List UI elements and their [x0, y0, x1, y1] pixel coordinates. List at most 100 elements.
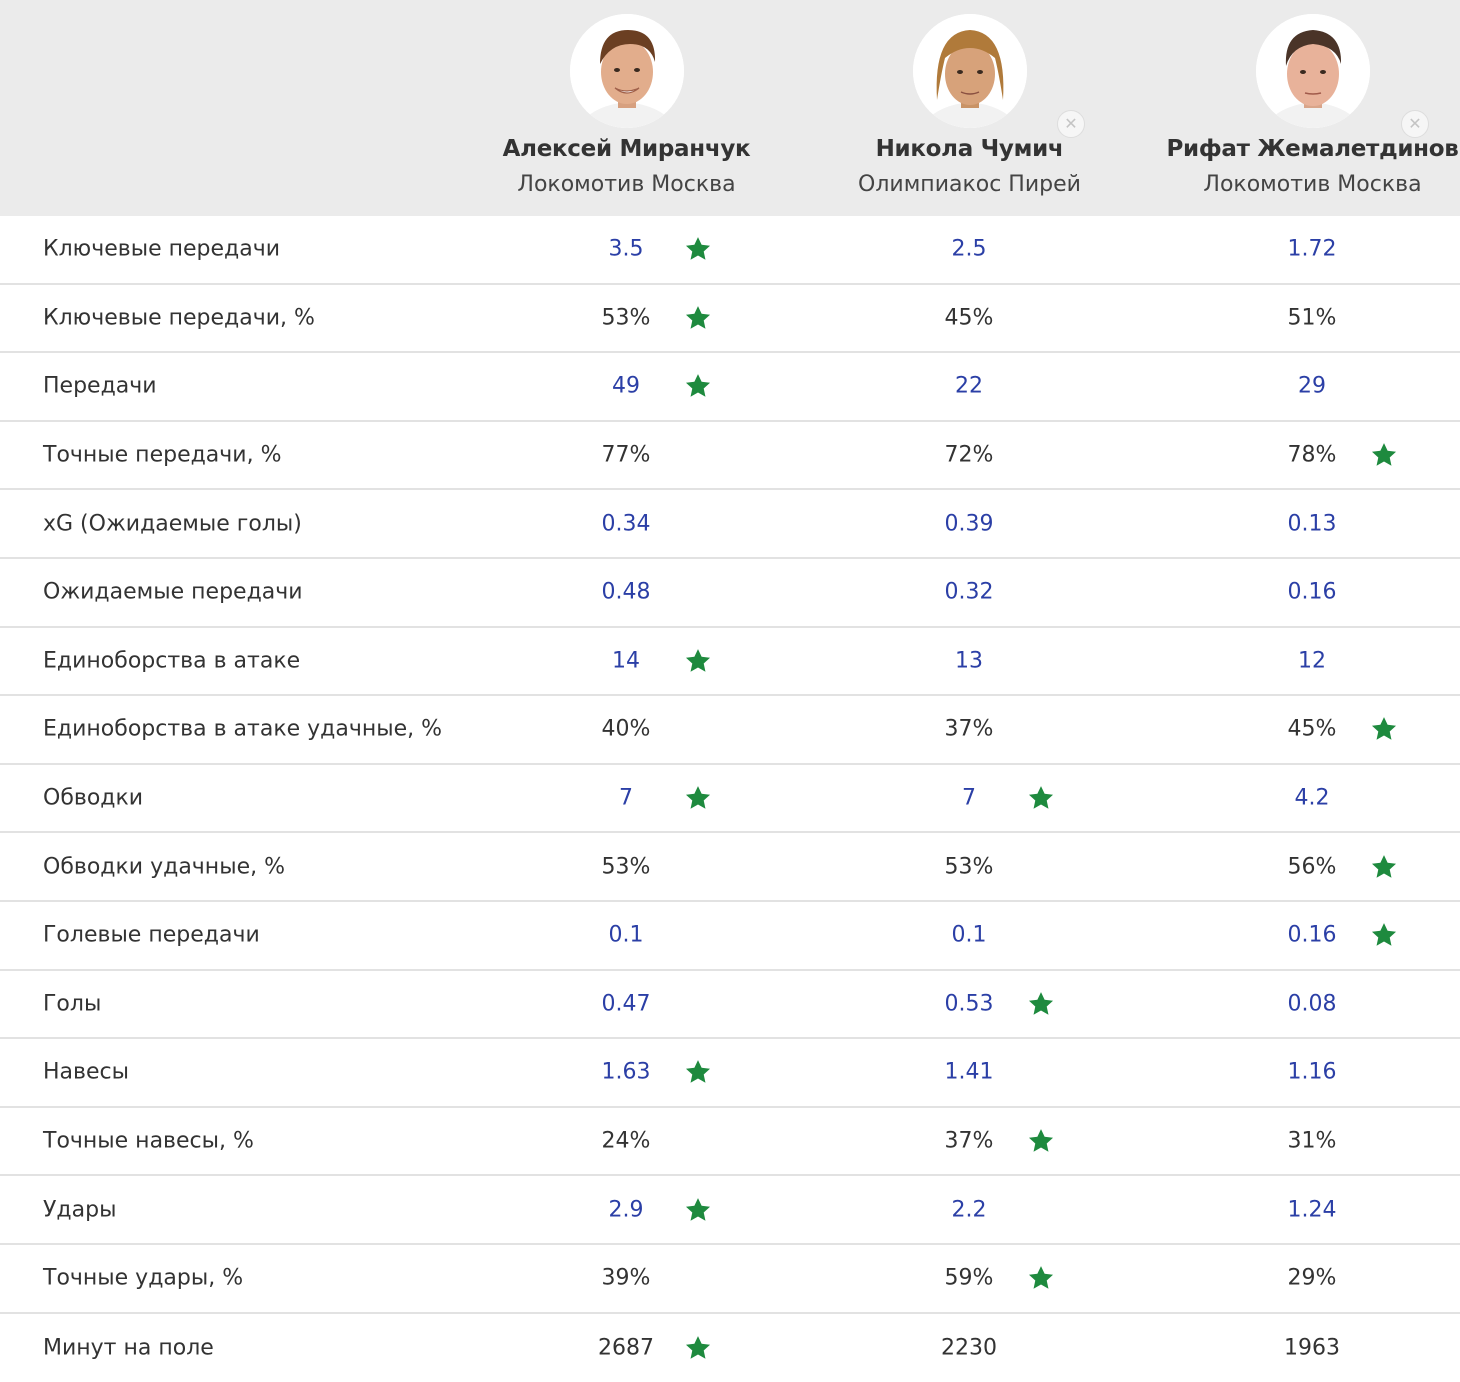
player-avatar[interactable] — [1256, 14, 1370, 128]
player-column-header: ✕ Рифат Жемалетдинов Локомотив Москва — [1141, 0, 1460, 216]
stat-value: 4.2 — [1295, 786, 1330, 811]
remove-player-button[interactable]: ✕ — [1401, 110, 1429, 138]
stat-value: 56% — [1288, 854, 1337, 879]
stat-value: 0.16 — [1288, 580, 1337, 605]
stat-label: Обводки удачные, % — [43, 854, 285, 879]
stat-label: Ожидаемые передачи — [43, 580, 303, 605]
best-value-star-icon — [684, 647, 712, 675]
stat-value: 45% — [945, 305, 994, 330]
player-team: Олимпиакос Пирей — [798, 172, 1141, 197]
best-value-star-icon — [684, 235, 712, 263]
stat-row: Ключевые передачи 3.5 2.5 1.72 — [0, 216, 1460, 285]
stat-row: Обводки удачные, %53%53%56% — [0, 833, 1460, 902]
stat-row: Ключевые передачи, % 53% 45% 51% — [0, 285, 1460, 354]
stat-label: Точные навесы, % — [43, 1129, 254, 1154]
stat-value: 2230 — [941, 1335, 997, 1360]
stat-value: 2.5 — [952, 237, 987, 262]
best-value-star-icon — [1027, 1127, 1055, 1155]
stat-value: 0.13 — [1288, 511, 1337, 536]
stat-label: Точные удары, % — [43, 1266, 243, 1291]
stat-value: 77% — [602, 443, 651, 468]
stat-label: Единоборства в атаке — [43, 648, 300, 673]
stat-value: 0.47 — [602, 991, 651, 1016]
player-name[interactable]: Алексей Миранчук — [455, 136, 798, 162]
remove-player-button[interactable]: ✕ — [1057, 110, 1085, 138]
stat-value: 29% — [1288, 1266, 1337, 1291]
stat-label: Ключевые передачи — [43, 237, 280, 262]
stat-value: 2687 — [598, 1335, 654, 1360]
stat-value: 37% — [945, 1129, 994, 1154]
player-column-header: ✕ Никола Чумич Олимпиакос Пирей — [798, 0, 1141, 216]
stat-value: 3.5 — [609, 237, 644, 262]
stat-value: 39% — [602, 1266, 651, 1291]
best-value-star-icon — [684, 1196, 712, 1224]
stat-value: 0.53 — [945, 991, 994, 1016]
best-value-star-icon — [1027, 990, 1055, 1018]
best-value-star-icon — [684, 1334, 712, 1362]
stat-label: Навесы — [43, 1060, 129, 1085]
stat-label: Точные передачи, % — [43, 443, 281, 468]
stat-value: 37% — [945, 717, 994, 742]
best-value-star-icon — [1370, 715, 1398, 743]
stat-value: 72% — [945, 443, 994, 468]
best-value-star-icon — [1027, 784, 1055, 812]
player-team: Локомотив Москва — [455, 172, 798, 197]
best-value-star-icon — [684, 1058, 712, 1086]
best-value-star-icon — [684, 372, 712, 400]
stat-value: 7 — [962, 786, 976, 811]
player-name[interactable]: Никола Чумич — [798, 136, 1141, 162]
stat-label: Минут на поле — [43, 1335, 214, 1360]
stat-value: 1.16 — [1288, 1060, 1337, 1085]
stat-value: 29 — [1298, 374, 1326, 399]
stat-label: Ключевые передачи, % — [43, 305, 315, 330]
best-value-star-icon — [1370, 921, 1398, 949]
stat-value: 1.24 — [1288, 1197, 1337, 1222]
stat-row: Голы 0.47 0.53 0.08 — [0, 971, 1460, 1040]
stat-label: Удары — [43, 1197, 116, 1222]
stat-value: 53% — [602, 305, 651, 330]
stat-value: 1963 — [1284, 1335, 1340, 1360]
stat-value: 78% — [1288, 443, 1337, 468]
player-name[interactable]: Рифат Жемалетдинов — [1141, 136, 1460, 162]
stat-value: 2.9 — [609, 1197, 644, 1222]
stat-value: 22 — [955, 374, 983, 399]
stat-value: 0.08 — [1288, 991, 1337, 1016]
stat-value: 59% — [945, 1266, 994, 1291]
stat-row: Точные передачи, % 77% 72% 78% — [0, 422, 1460, 491]
best-value-star-icon — [1027, 1264, 1055, 1292]
stat-value: 40% — [602, 717, 651, 742]
close-icon: ✕ — [1064, 114, 1077, 133]
player-column-header: Алексей Миранчук Локомотив Москва — [455, 0, 798, 216]
stat-value: 53% — [945, 854, 994, 879]
stat-value: 7 — [619, 786, 633, 811]
stat-label: Обводки — [43, 786, 143, 811]
best-value-star-icon — [684, 304, 712, 332]
stat-label: Голы — [43, 991, 101, 1016]
stat-value: 1.72 — [1288, 237, 1337, 262]
stat-row: Ожидаемые передачи 0.48 0.32 0.16 — [0, 559, 1460, 628]
best-value-star-icon — [684, 784, 712, 812]
stat-label: xG (Ожидаемые голы) — [43, 511, 302, 536]
stat-row: Точные навесы, %24%37%31% — [0, 1108, 1460, 1177]
stat-value: 0.48 — [602, 580, 651, 605]
stat-value: 1.63 — [602, 1060, 651, 1085]
player-avatar[interactable] — [570, 14, 684, 128]
stat-row: Единоборства в атаке удачные, % 40% 37% 45% — [0, 696, 1460, 765]
stat-value: 49 — [612, 374, 640, 399]
stat-value: 45% — [1288, 717, 1337, 742]
stat-value: 12 — [1298, 648, 1326, 673]
best-value-star-icon — [1370, 853, 1398, 881]
stat-label: Единоборства в атаке удачные, % — [43, 717, 442, 742]
stat-value: 0.1 — [952, 923, 987, 948]
stat-value: 0.32 — [945, 580, 994, 605]
stat-value: 0.39 — [945, 511, 994, 536]
stat-value: 13 — [955, 648, 983, 673]
stat-value: 51% — [1288, 305, 1337, 330]
stat-row: Обводки 7 7 4.2 — [0, 765, 1460, 834]
stat-row: Точные удары, % 39% 59% 29% — [0, 1245, 1460, 1314]
player-avatar[interactable] — [913, 14, 1027, 128]
